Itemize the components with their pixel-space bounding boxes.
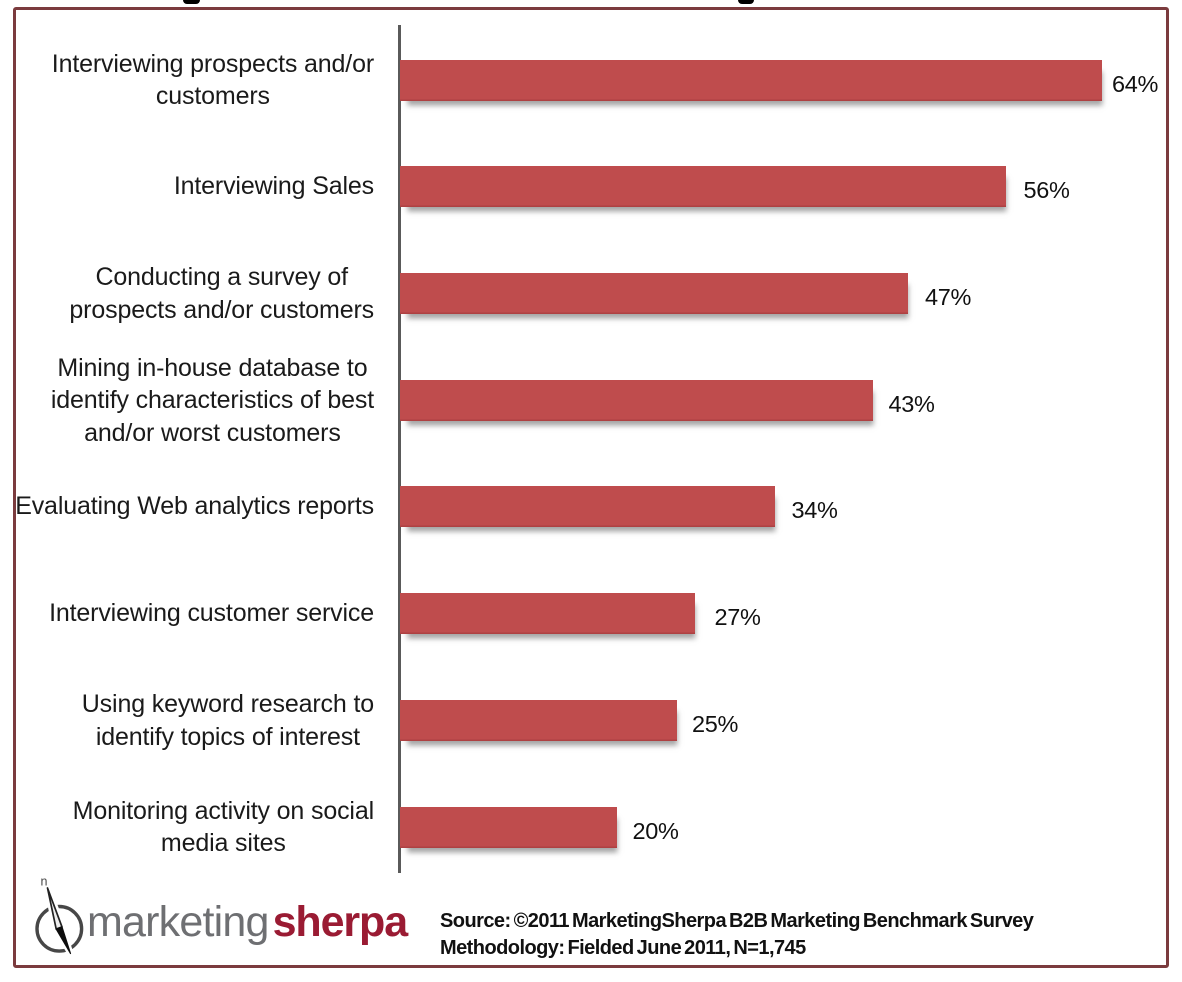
svg-text:n: n <box>41 875 48 889</box>
